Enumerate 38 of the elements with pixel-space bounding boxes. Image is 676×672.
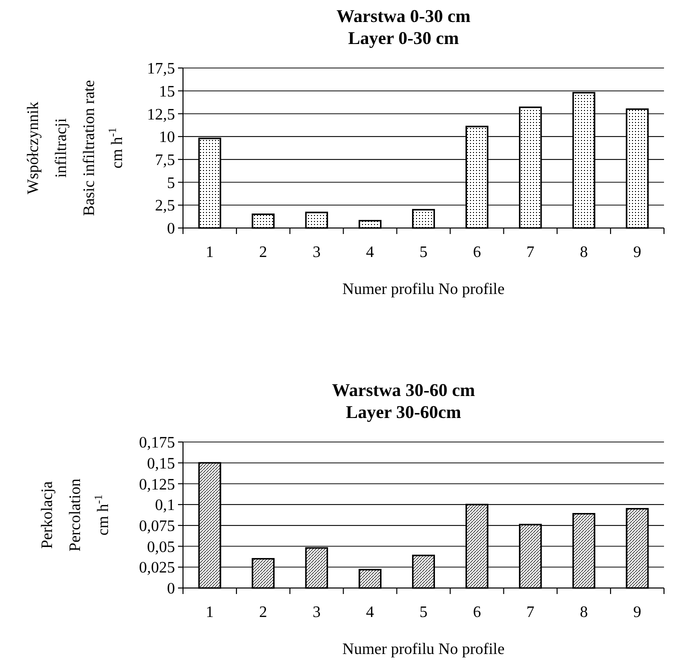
x-tick-label: 3 — [312, 244, 321, 261]
y-tick-label: 0,125 — [139, 476, 175, 494]
x-tick-label: 9 — [633, 244, 642, 261]
y-tick-label: 2,5 — [155, 198, 175, 215]
x-tick-label: 7 — [526, 244, 534, 261]
x-tick-label: 6 — [472, 604, 481, 621]
x-axis-title: Numer profilu No profile — [342, 281, 505, 298]
x-tick-label: 3 — [312, 604, 321, 621]
y-tick-label: 0 — [167, 580, 175, 598]
x-tick-label: 1 — [206, 244, 214, 261]
y-tick-label: 0,05 — [147, 538, 175, 556]
x-tick-label: 9 — [633, 604, 642, 621]
y-tick-label: 15 — [159, 83, 175, 100]
chart-title: Warstwa 30-60 cm Layer 30-60cm — [332, 380, 475, 422]
x-tick-label: 7 — [526, 604, 534, 621]
x-tick-label: 1 — [206, 604, 214, 621]
chart-title: Warstwa 0-30 cm Layer 0-30 cm — [336, 6, 470, 48]
y-tick-label: 0,1 — [155, 497, 175, 514]
y-tick-label: 5 — [167, 174, 175, 192]
x-tick-label: 8 — [580, 604, 588, 621]
y-tick-label: 0,075 — [139, 518, 175, 536]
x-tick-label: 6 — [472, 244, 481, 261]
y-tick-label: 0 — [167, 220, 175, 238]
x-tick-label: 4 — [366, 244, 374, 261]
x-tick-label: 2 — [259, 244, 268, 261]
x-axis-title: Numer profilu No profile — [342, 641, 505, 658]
y-tick-label: 0,15 — [147, 455, 175, 472]
x-tick-label: 5 — [420, 244, 428, 261]
y-tick-label: 10 — [159, 129, 175, 146]
x-tick-label: 5 — [420, 604, 428, 621]
y-tick-label: 0,175 — [139, 434, 175, 452]
y-tick-label: 17,5 — [147, 60, 175, 78]
x-tick-label: 4 — [366, 604, 374, 621]
y-tick-label: 7,5 — [155, 152, 175, 170]
x-tick-label: 2 — [259, 604, 268, 621]
x-tick-label: 8 — [580, 244, 588, 261]
y-tick-label: 12,5 — [147, 106, 175, 124]
y-tick-label: 0,025 — [139, 560, 175, 577]
